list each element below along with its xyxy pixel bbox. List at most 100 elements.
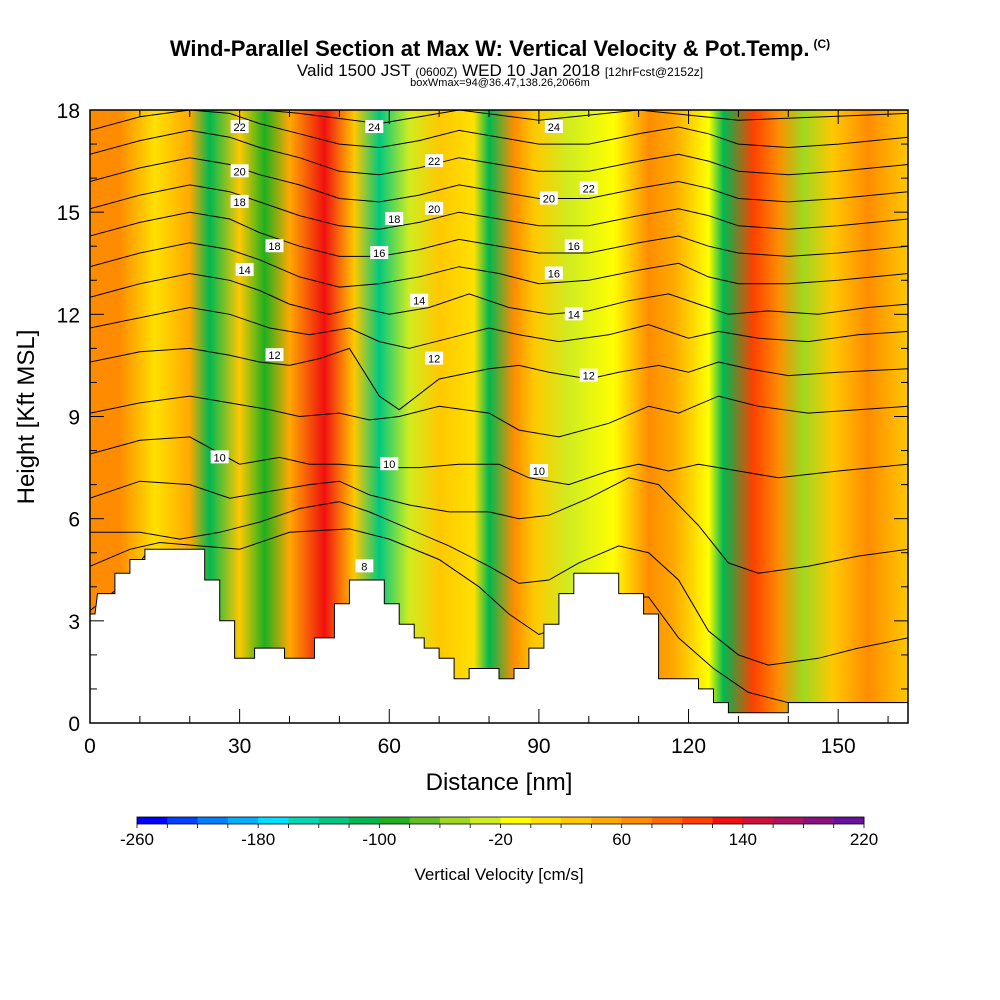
contour-label-text: 24 — [548, 122, 560, 134]
colorbar-swatch — [288, 817, 320, 824]
contour-label-bg — [425, 351, 444, 365]
contour-label: 20 — [539, 191, 558, 206]
contour-label-bg — [579, 368, 598, 382]
contour-label: 24 — [544, 120, 563, 134]
y-tick-label: 3 — [68, 611, 80, 634]
contour-label: 10 — [210, 450, 229, 464]
contour-label-text: 20 — [543, 194, 555, 206]
contour-label: 20 — [230, 164, 249, 178]
chart-subtitle: Valid 1500 JST (0600Z) WED 10 Jan 2018 [… — [0, 61, 1000, 81]
x-tick-label: 30 — [228, 735, 251, 758]
isentrope-line — [90, 436, 908, 486]
contour-label: 14 — [410, 293, 429, 308]
contour-label-bg — [230, 194, 249, 208]
contour-label-text: 8 — [361, 561, 367, 573]
isentrope-line — [90, 110, 908, 125]
contour-label: 22 — [579, 181, 598, 195]
contour-label-text: 24 — [368, 122, 380, 134]
contour-label: 12 — [265, 348, 284, 362]
colorbar-tick-label: 220 — [850, 830, 878, 849]
subtitle-forecast: [12hrFcst@2152z] — [604, 65, 704, 79]
colorbar-swatch — [197, 817, 229, 824]
contour-label-bg — [425, 154, 444, 168]
contour-label-bg — [425, 201, 444, 215]
contour-label: 12 — [425, 351, 444, 366]
colorbar-swatch — [318, 817, 350, 824]
contour-label: 12 — [579, 368, 598, 383]
contour-label: 10 — [529, 463, 548, 478]
colorbar-swatch — [439, 817, 471, 824]
copyright-mark: (C) — [813, 36, 831, 51]
contour-label-bg — [564, 239, 583, 253]
contour-label: 18 — [230, 194, 249, 209]
contour-label-text: 10 — [533, 466, 545, 478]
contour-label-bg — [529, 463, 548, 477]
contour-label: 10 — [380, 457, 399, 471]
subtitle-utc: (0600Z) — [415, 65, 458, 79]
contour-label: 8 — [355, 559, 374, 573]
contour-label-text: 22 — [428, 156, 440, 168]
colorbar-tick-labels: -260 -180 -100 -20 60 140 220 — [120, 830, 878, 849]
contour-label-bg — [385, 211, 404, 225]
isentrope-line — [90, 129, 908, 176]
contour-label-bg — [265, 239, 284, 253]
contour-label-text: 12 — [428, 354, 440, 366]
colorbar-title: Vertical Velocity [cm/s] — [414, 865, 583, 884]
y-tick-label: 9 — [68, 407, 80, 430]
subtitle-valid-time: Valid 1500 JST — [296, 61, 411, 80]
colorbar-swatch — [167, 817, 198, 824]
contour-label-text: 16 — [568, 241, 580, 253]
x-tick-label: 0 — [84, 735, 96, 758]
contour-label-text: 12 — [583, 371, 595, 383]
contour-label-bg — [410, 293, 429, 307]
contour-label-text: 16 — [548, 268, 560, 280]
colorbar-swatch — [742, 817, 774, 824]
isentrope-line — [90, 184, 908, 230]
colorbar-tick-label: -260 — [120, 830, 154, 849]
plot-area: 22 20 18 18 14 12 10 8 24 18 16 10 22 20 14 12 24 20 16 10 2… — [90, 110, 908, 723]
contour-label: 24 — [365, 120, 384, 134]
colorbar-swatch — [258, 817, 289, 824]
colorbar-swatch — [500, 817, 532, 824]
y-tick-label: 0 — [68, 713, 80, 736]
contour-label-text: 10 — [383, 459, 395, 471]
isentrope-line — [90, 347, 908, 411]
contour-label: 14 — [235, 263, 254, 277]
colorbar-swatch — [530, 817, 562, 824]
isentrope-line — [90, 528, 908, 704]
colorbar-swatch — [379, 817, 411, 824]
terrain — [90, 548, 908, 723]
contour-labels: 22 20 18 18 14 12 10 8 24 18 16 10 22 20 14 12 24 20 16 10 2… — [210, 120, 598, 573]
contour-label-text: 12 — [268, 350, 280, 362]
y-tick-label: 6 — [68, 509, 80, 532]
contour-label-bg — [370, 246, 389, 260]
colorbar-swatch — [470, 817, 501, 824]
colorbar-tick-label: -20 — [488, 830, 513, 849]
contour-label-text: 14 — [413, 296, 425, 308]
y-tick-label: 12 — [57, 304, 80, 327]
contour-label-text: 20 — [428, 204, 440, 216]
isentrope-line — [90, 242, 908, 288]
subtitle-date: WED 10 Jan 2018 — [462, 61, 601, 80]
contour-label-bg — [365, 120, 384, 134]
contour-label: 16 — [564, 239, 583, 253]
contour-label-bg — [564, 307, 583, 321]
contour-label-text: 10 — [214, 452, 226, 464]
isentrope-line — [90, 110, 908, 149]
y-axis-ticks: 0 3 6 9 12 15 18 — [57, 100, 908, 736]
isentrope-line — [90, 501, 908, 666]
colorbar-swatch — [833, 817, 865, 824]
y-tick-label: 18 — [57, 100, 80, 123]
contour-label-text: 16 — [373, 248, 385, 260]
colorbar-swatch — [409, 817, 441, 824]
x-tick-label: 150 — [821, 735, 856, 758]
colorbar-tick-label: -180 — [241, 830, 275, 849]
colorbar-tick-label: -100 — [362, 830, 396, 849]
contour-label-bg — [579, 181, 598, 195]
chart-title: Wind-Parallel Section at Max W: Vertical… — [0, 36, 1000, 62]
contour-label-bg — [230, 164, 249, 178]
contour-label-bg — [544, 266, 563, 280]
contour-label-bg — [235, 263, 254, 277]
colorbar-swatch — [137, 817, 168, 824]
contour-label: 22 — [230, 120, 249, 134]
